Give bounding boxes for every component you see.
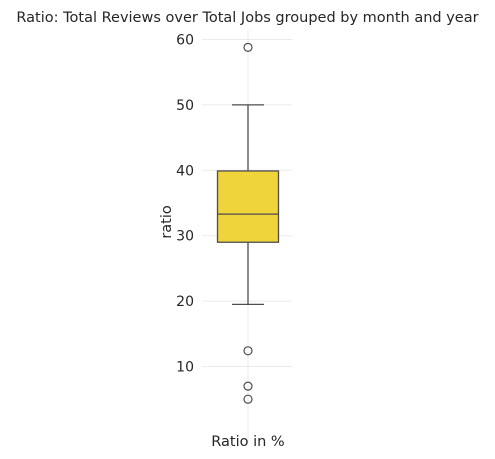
y-axis: 10 20 30 40 50 60 [176, 33, 194, 376]
chart-title: Ratio: Total Reviews over Total Jobs gro… [16, 10, 478, 26]
y-tick-label: 10 [176, 360, 194, 376]
outlier-point [243, 381, 253, 391]
x-axis-label: Ratio in % [211, 434, 284, 450]
interquartile-box [216, 170, 280, 243]
box [216, 42, 280, 404]
y-tick-label: 30 [176, 229, 194, 245]
y-axis-label: ratio [159, 205, 175, 239]
outlier-point [243, 394, 253, 404]
outlier-point [243, 42, 253, 52]
y-tick-label: 50 [176, 98, 194, 114]
outlier-point [243, 346, 253, 356]
y-tick-label: 60 [176, 33, 194, 49]
y-tick-label: 40 [176, 163, 194, 179]
y-tick-label: 20 [176, 294, 194, 310]
